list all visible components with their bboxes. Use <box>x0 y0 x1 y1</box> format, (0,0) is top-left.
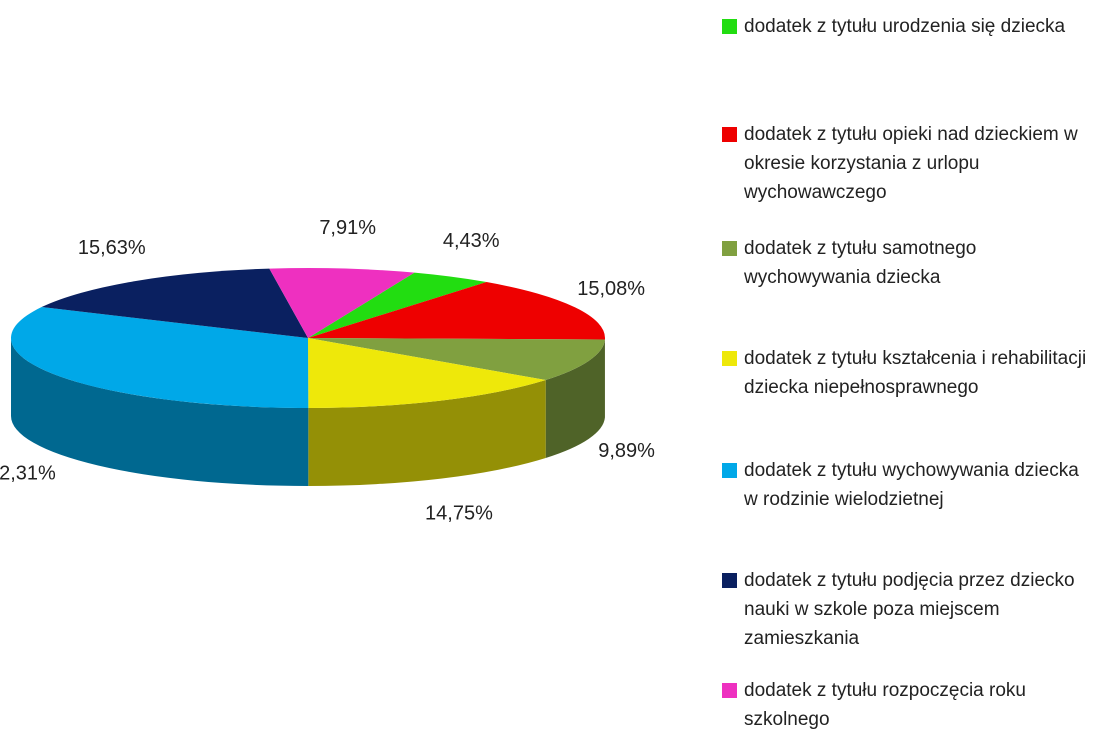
legend-label: dodatek z tytułu urodzenia się dziecka <box>744 16 1066 37</box>
slice-side <box>11 338 309 487</box>
legend-item: dodatek z tytułu samotnego wychowywania … <box>718 234 1088 292</box>
slice <box>308 282 605 340</box>
slice <box>308 338 605 380</box>
legend-swatch <box>722 127 737 142</box>
legend-item: dodatek z tytułu rozpoczęcia roku szkoln… <box>718 676 1088 734</box>
slice <box>269 268 415 338</box>
slice <box>41 268 309 338</box>
legend-item: dodatek z tytułu kształcenia i rehabilit… <box>718 344 1088 402</box>
legend-label: dodatek z tytułu kształcenia i rehabilit… <box>744 348 1087 398</box>
legend-label: dodatek z tytułu rozpoczęcia roku szkoln… <box>744 680 1026 730</box>
chart: 4,43% 15,08% 9,89% 14,75% 32,31% 15,63% 7,91% <box>0 217 655 525</box>
slice-side <box>308 379 546 486</box>
slice-side <box>545 339 605 458</box>
legend-swatch <box>722 573 737 588</box>
legend-item: dodatek z tytułu podjęcia przez dziecko … <box>718 566 1088 653</box>
legend-swatch <box>722 241 737 256</box>
legend-label: dodatek z tytułu podjęcia przez dziecko … <box>744 570 1075 649</box>
slice <box>10 307 309 408</box>
legend-swatch <box>722 351 737 366</box>
legend-swatch <box>722 683 737 698</box>
legend-item: dodatek z tytułu wychowywania dziecka w … <box>718 456 1088 514</box>
legend-item: dodatek z tytułu opieki nad dzieckiem w … <box>718 120 1088 207</box>
legend-swatch <box>722 463 737 478</box>
legend-swatch <box>722 19 737 34</box>
data-label: 32,31% <box>0 462 56 484</box>
legend-label: dodatek z tytułu samotnego wychowywania … <box>744 238 977 288</box>
data-label: 15,63% <box>78 237 146 259</box>
legend-item: dodatek z tytułu urodzenia się dziecka <box>718 12 1088 41</box>
slice <box>308 338 546 408</box>
data-label: 15,08% <box>577 278 645 300</box>
slice <box>308 272 487 338</box>
data-label: 9,89% <box>598 440 655 462</box>
legend-label: dodatek z tytułu wychowywania dziecka w … <box>744 460 1079 510</box>
data-label: 14,75% <box>425 503 493 525</box>
data-label: 4,43% <box>443 230 500 252</box>
data-label: 7,91% <box>319 217 376 239</box>
legend-label: dodatek z tytułu opieki nad dzieckiem w … <box>744 124 1078 203</box>
